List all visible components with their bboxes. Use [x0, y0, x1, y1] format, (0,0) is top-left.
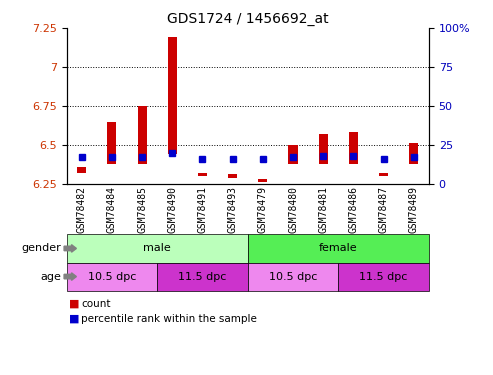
Bar: [228, 174, 237, 177]
Text: 10.5 dpc: 10.5 dpc: [88, 272, 136, 282]
Text: GSM78489: GSM78489: [409, 186, 419, 233]
Text: percentile rank within the sample: percentile rank within the sample: [81, 314, 257, 324]
Bar: [409, 143, 419, 164]
Text: 11.5 dpc: 11.5 dpc: [178, 272, 227, 282]
Bar: [67, 262, 157, 291]
Bar: [157, 262, 248, 291]
Bar: [318, 134, 328, 164]
Bar: [248, 262, 338, 291]
Text: GSM78481: GSM78481: [318, 186, 328, 233]
Text: ■: ■: [69, 299, 79, 309]
Text: GSM78491: GSM78491: [197, 186, 208, 233]
Bar: [258, 179, 267, 182]
Text: GSM78493: GSM78493: [228, 186, 238, 233]
Text: 10.5 dpc: 10.5 dpc: [269, 272, 317, 282]
Text: GSM78479: GSM78479: [258, 186, 268, 233]
Title: GDS1724 / 1456692_at: GDS1724 / 1456692_at: [167, 12, 328, 26]
Bar: [168, 38, 177, 154]
Bar: [379, 173, 388, 176]
Text: GSM78490: GSM78490: [167, 186, 177, 233]
Bar: [288, 145, 298, 164]
Bar: [198, 173, 207, 176]
Bar: [338, 262, 429, 291]
Text: 11.5 dpc: 11.5 dpc: [359, 272, 408, 282]
Text: GSM78480: GSM78480: [288, 186, 298, 233]
Text: GSM78487: GSM78487: [379, 186, 388, 233]
Text: age: age: [41, 272, 62, 282]
Text: male: male: [143, 243, 171, 254]
Text: count: count: [81, 299, 111, 309]
Bar: [248, 234, 429, 262]
Text: female: female: [319, 243, 357, 254]
Text: GSM78484: GSM78484: [107, 186, 117, 233]
Text: GSM78485: GSM78485: [137, 186, 147, 233]
Bar: [107, 122, 116, 164]
Bar: [349, 132, 358, 164]
Text: GSM78482: GSM78482: [76, 186, 87, 233]
Text: GSM78486: GSM78486: [349, 186, 358, 233]
Bar: [138, 106, 146, 164]
Bar: [67, 234, 248, 262]
Bar: [77, 166, 86, 173]
Text: gender: gender: [22, 243, 62, 254]
Text: ■: ■: [69, 314, 79, 324]
